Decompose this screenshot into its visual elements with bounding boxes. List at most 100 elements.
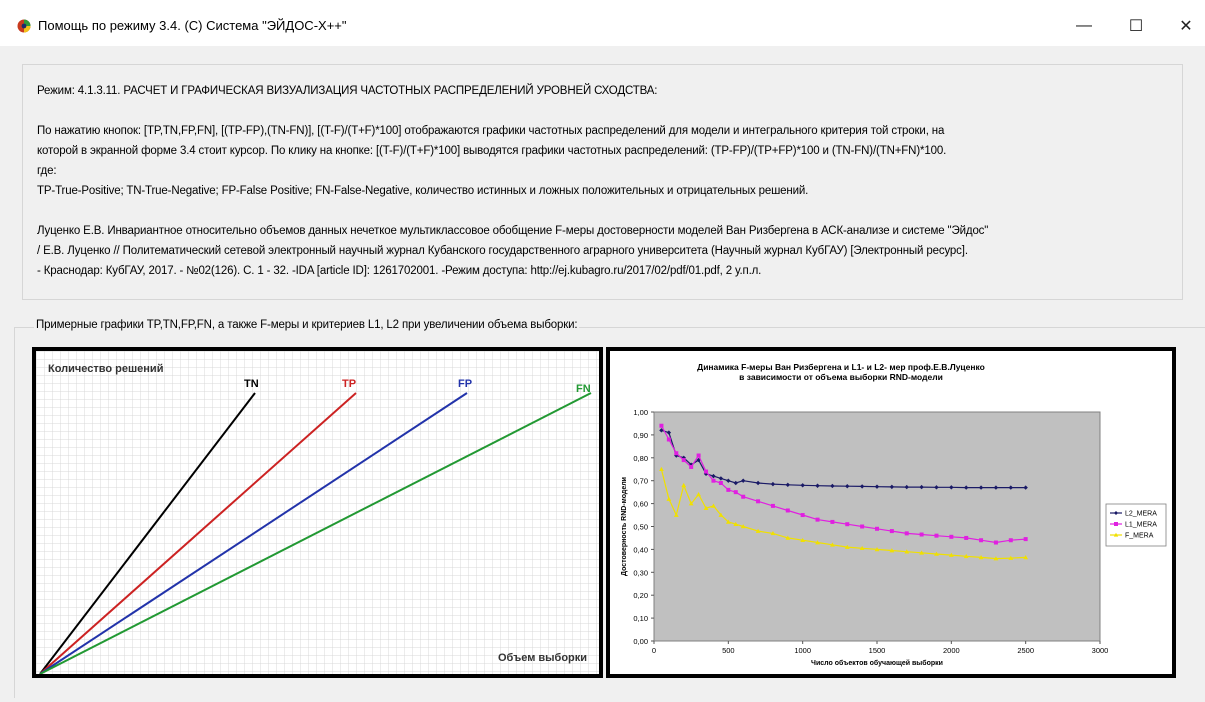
series-label-fp: FP <box>458 378 472 390</box>
data-point <box>964 535 969 540</box>
data-point <box>874 547 880 552</box>
help-line-definitions: TP-True-Positive; TN-True-Negative; FP-F… <box>37 185 809 197</box>
y-tick-label: 0,70 <box>633 477 648 486</box>
y-tick-label: 1,00 <box>633 408 648 417</box>
data-point <box>711 478 716 483</box>
data-point <box>889 548 895 553</box>
x-axis-label: Число объектов обучающей выборки <box>811 659 943 667</box>
data-point <box>659 428 664 433</box>
data-point <box>1008 538 1013 543</box>
chart-title: Динамика F-меры Ван Ризбергена и L1- и L… <box>697 362 985 372</box>
help-line-blank <box>37 101 1182 121</box>
minimize-button[interactable]: — <box>1061 13 1107 39</box>
data-point <box>830 483 835 489</box>
x-tick-label: 3000 <box>1092 646 1109 655</box>
maximize-button[interactable]: ☐ <box>1113 13 1159 39</box>
data-point <box>785 508 790 513</box>
data-point <box>733 521 739 527</box>
data-point <box>859 484 865 489</box>
data-point <box>993 485 999 490</box>
help-line-where: где: <box>37 165 57 177</box>
data-point <box>800 537 806 543</box>
legend-marker <box>1114 511 1118 515</box>
y-axis-label: Достоверность RND-модели <box>621 477 628 576</box>
data-point <box>904 484 909 490</box>
data-point <box>815 540 820 545</box>
legend-label: L1_MERA <box>1125 522 1157 529</box>
data-point <box>993 540 998 545</box>
legend-marker <box>1114 522 1118 526</box>
y-tick-label: 0,30 <box>633 568 648 577</box>
data-point <box>904 531 909 536</box>
help-line-buttons: По нажатию кнопок: [TP,TN,FP,FN], [(TP-F… <box>37 125 945 137</box>
data-point <box>919 484 924 490</box>
data-point <box>666 437 671 442</box>
data-point <box>934 485 939 490</box>
help-line-mode: Режим: 4.1.3.11. РАСЧЕТ И ГРАФИЧЕСКАЯ ВИ… <box>37 85 658 97</box>
f-measure-chart-panel: Динамика F-меры Ван Ризбергена и L1- и L… <box>606 347 1176 678</box>
data-point <box>845 522 850 527</box>
data-point <box>948 552 954 557</box>
help-line-reference: - Краснодар: КубГАУ, 2017. - №02(126). С… <box>37 265 762 277</box>
y-tick-label: 0,80 <box>633 454 648 463</box>
help-text-box: Режим: 4.1.3.11. РАСЧЕТ И ГРАФИЧЕСКАЯ ВИ… <box>22 64 1183 300</box>
data-point <box>711 503 716 508</box>
data-point <box>904 549 910 554</box>
data-point <box>830 519 835 524</box>
data-point <box>689 464 694 469</box>
data-point <box>978 555 984 560</box>
tp-tn-fp-fn-chart: Количество решений Объем выборки TN TP FP F… <box>36 351 599 674</box>
data-point <box>740 524 746 529</box>
series-line-tn <box>39 392 256 674</box>
app-logo-icon <box>17 19 31 33</box>
y-tick-label: 0,10 <box>633 614 648 623</box>
f-measure-chart: Динамика F-меры Ван Ризбергена и L1- и L… <box>621 362 1167 667</box>
data-point <box>681 458 686 463</box>
data-point <box>1023 537 1028 542</box>
close-button[interactable]: ✕ <box>1163 13 1205 39</box>
data-point <box>979 538 984 543</box>
help-line-blank <box>37 201 1182 221</box>
y-tick-label: 0,00 <box>633 637 648 646</box>
data-point <box>800 513 805 518</box>
data-point <box>919 550 924 555</box>
data-point <box>978 485 984 490</box>
data-point <box>993 556 999 561</box>
help-line-reference: / Е.В. Луценко // Политематический сетев… <box>37 245 968 257</box>
data-point <box>919 532 924 537</box>
data-point <box>704 469 709 474</box>
data-point <box>815 483 820 488</box>
data-point <box>681 482 687 488</box>
window-title: Помощь по режиму 3.4. (С) Система "ЭЙДОС… <box>38 18 347 33</box>
series-label-tp: TP <box>342 378 356 390</box>
x-axis-label: Объем выборки <box>498 652 587 664</box>
data-point <box>889 529 894 534</box>
x-tick-label: 1000 <box>794 646 811 655</box>
data-point <box>674 451 679 456</box>
data-point <box>963 553 969 559</box>
series-label-fn: FN <box>576 383 591 395</box>
close-icon: ✕ <box>1179 18 1193 35</box>
data-point <box>696 492 701 497</box>
data-point <box>725 519 731 524</box>
legend-marker <box>1113 532 1119 537</box>
title-bar: Помощь по режиму 3.4. (С) Система "ЭЙДОС… <box>0 0 1205 46</box>
y-tick-label: 0,90 <box>633 431 648 440</box>
data-point <box>1023 555 1029 560</box>
data-point <box>696 453 701 458</box>
examples-group-label: Примерные графики TP,TN,FP,FN, а также F… <box>34 319 580 331</box>
series-line-fp <box>39 392 468 674</box>
data-point <box>756 499 761 504</box>
data-point <box>659 466 664 472</box>
data-point <box>949 534 954 539</box>
help-line-reference: Луценко Е.В. Инвариантное относительно о… <box>37 225 989 237</box>
data-point <box>770 530 776 536</box>
y-tick-label: 0,50 <box>633 523 648 532</box>
data-point <box>666 496 672 501</box>
data-point <box>860 524 865 529</box>
minimize-icon: — <box>1076 17 1092 34</box>
data-point <box>726 487 731 492</box>
x-tick-label: 2500 <box>1017 646 1034 655</box>
data-point <box>733 490 738 495</box>
data-point <box>755 528 761 533</box>
